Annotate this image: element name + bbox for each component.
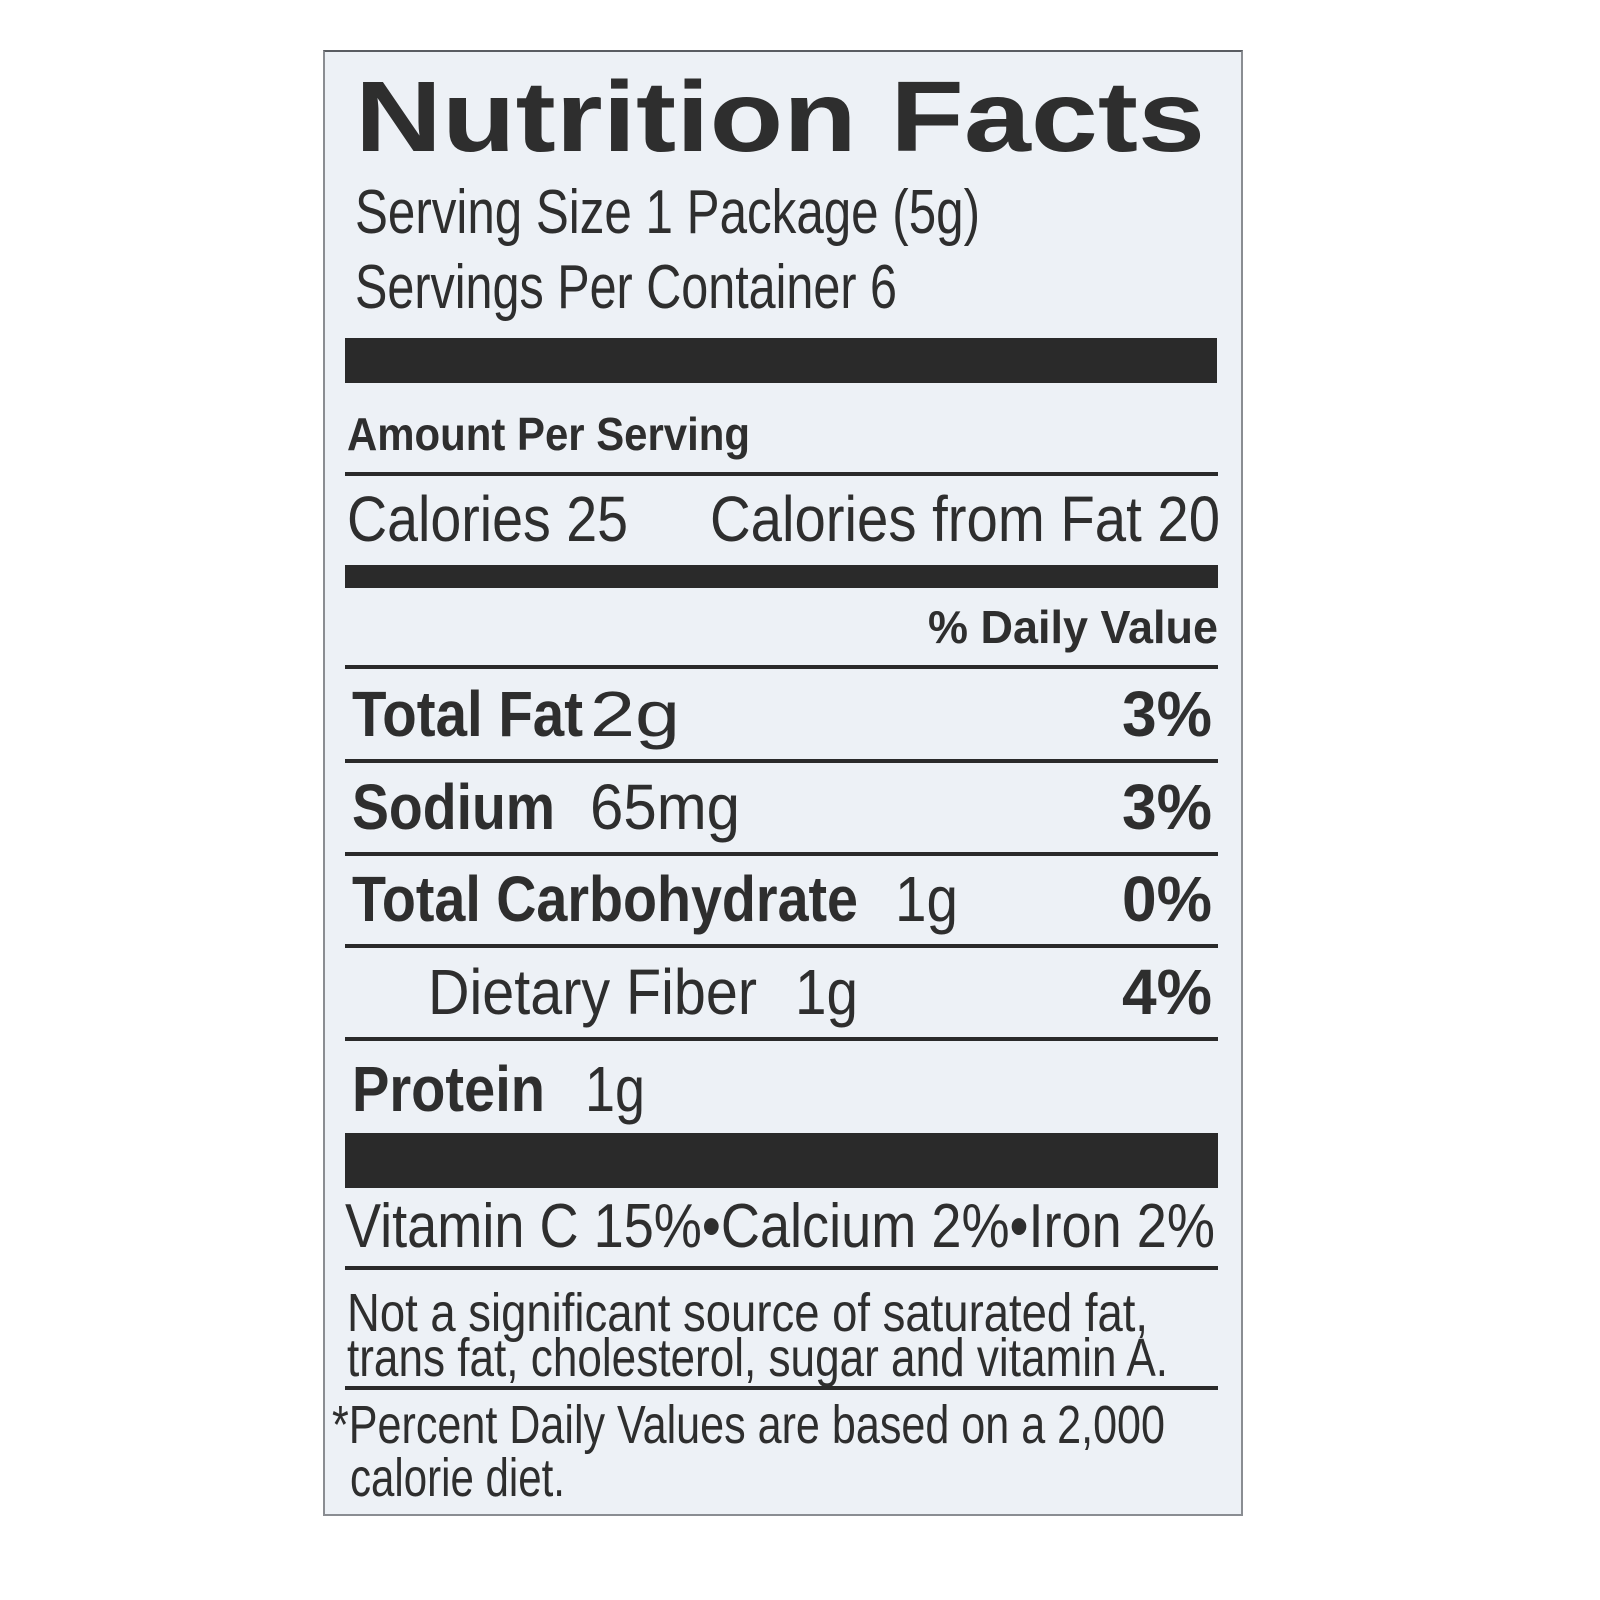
serving-size: Serving Size 1 Package (5g) — [355, 178, 980, 247]
divider — [345, 665, 1218, 669]
nutrient-dv: 3% — [1122, 771, 1212, 843]
nutrient-amount: 65mg — [590, 771, 740, 843]
nutrient-amount: 1g — [795, 956, 858, 1028]
divider — [345, 759, 1218, 763]
nutrient-name: Total Carbohydrate — [352, 863, 858, 935]
nutrient-name: Dietary Fiber — [428, 956, 757, 1028]
footnote: *Percent Daily Values are based on a 2,0… — [332, 1395, 1165, 1455]
nutrient-dv: 3% — [1122, 678, 1212, 750]
not-significant-note: Not a significant source of saturated fa… — [347, 1283, 1148, 1343]
nutrient-name: Sodium — [352, 771, 555, 843]
thick-divider — [345, 1133, 1218, 1188]
title: Nutrition Facts — [355, 61, 1205, 173]
divider — [345, 472, 1218, 476]
nutrient-name: Total Fat — [352, 678, 583, 750]
nutrient-name: Protein — [352, 1053, 545, 1125]
divider — [345, 1386, 1218, 1390]
not-significant-note: trans fat, cholesterol, sugar and vitami… — [347, 1328, 1168, 1388]
servings-per-container: Servings Per Container 6 — [355, 253, 897, 322]
divider — [345, 852, 1218, 856]
thick-divider — [345, 338, 1217, 383]
divider — [345, 1037, 1218, 1041]
calories: Calories 25 — [347, 483, 628, 555]
calories-from-fat: Calories from Fat 20 — [710, 483, 1220, 555]
vitamins-minerals: Vitamin C 15%•Calcium 2%•Iron 2% — [345, 1192, 1215, 1261]
divider — [345, 944, 1218, 948]
divider — [345, 1266, 1218, 1270]
nutrient-amount: 1g — [585, 1053, 645, 1125]
nutrition-facts-panel — [323, 50, 1243, 1516]
daily-value-header: % Daily Value — [928, 601, 1218, 653]
footnote: calorie diet. — [350, 1448, 565, 1508]
medium-divider — [345, 565, 1218, 588]
nutrient-amount: 1g — [895, 863, 958, 935]
amount-per-serving: Amount Per Serving — [347, 408, 750, 460]
nutrient-dv: 4% — [1122, 956, 1212, 1028]
nutrient-dv: 0% — [1122, 863, 1212, 935]
nutrient-amount: 2g — [590, 678, 680, 750]
